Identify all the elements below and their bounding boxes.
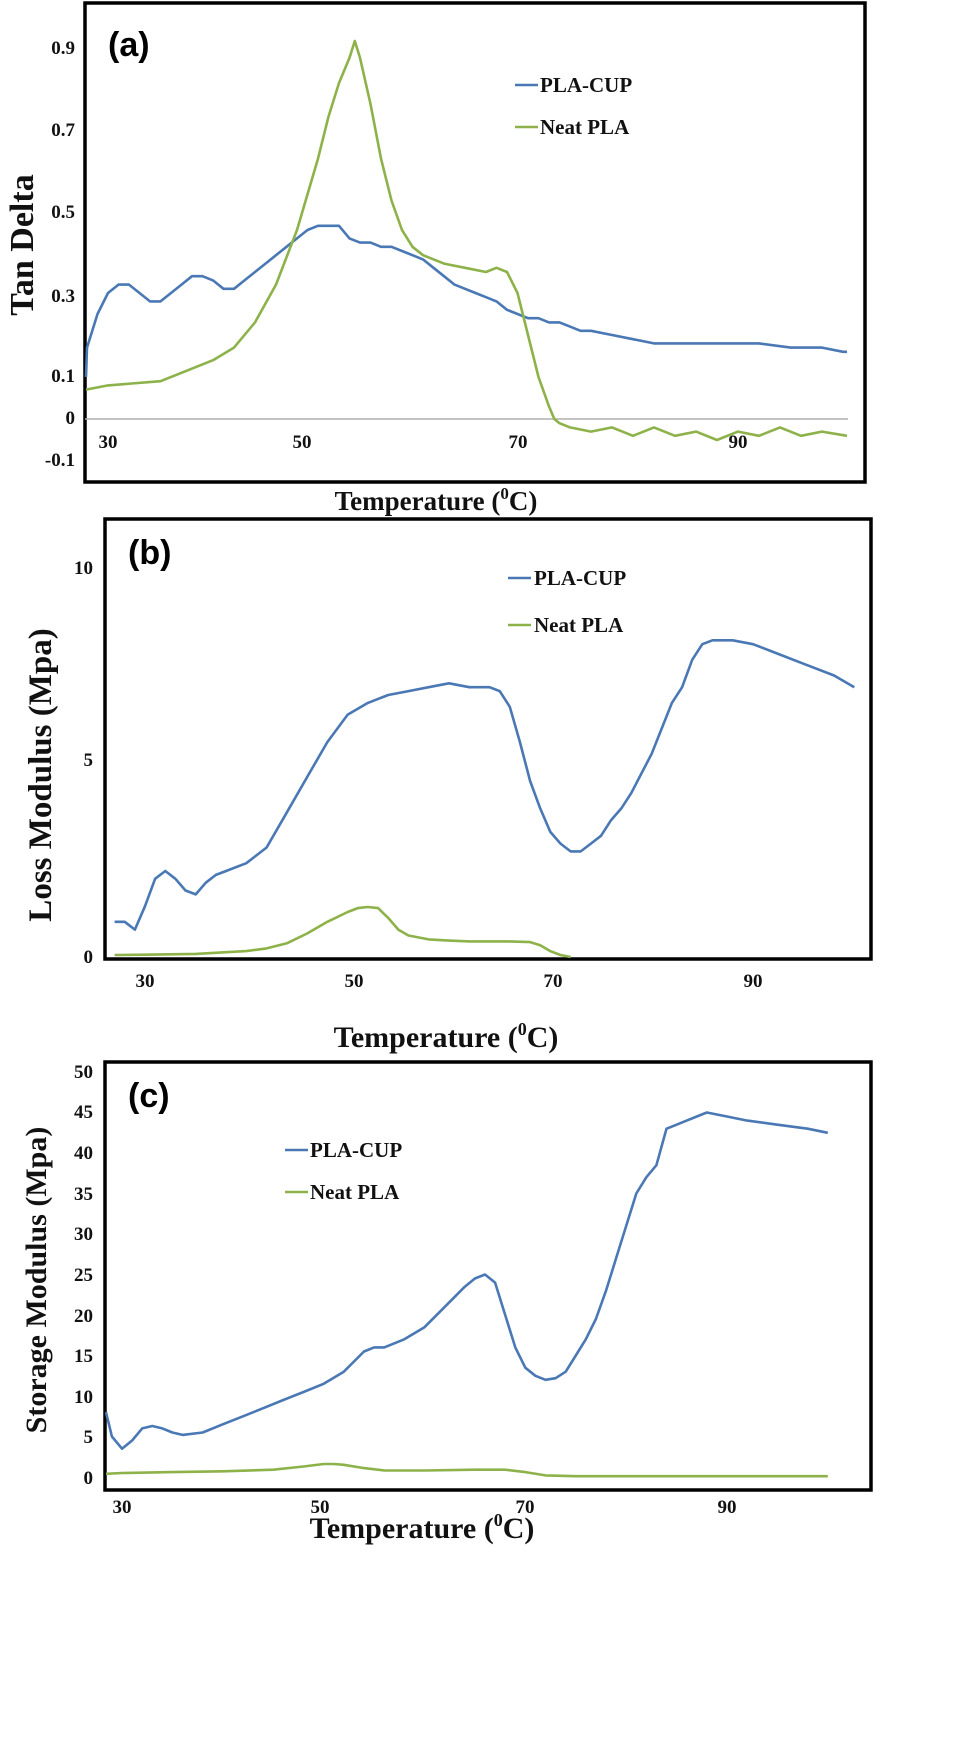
panel-a-y-axis-title: Tan Delta	[4, 174, 41, 315]
y-tick-label: 25	[74, 1265, 93, 1286]
y-tick-label: 0.3	[51, 286, 75, 307]
panel-b-x-ticks: 30 50 70 90	[136, 971, 763, 992]
x-axis-unit-superscript: 0	[518, 1019, 527, 1039]
panel-a-frame	[83, 1, 867, 484]
panel-b-plot-area	[114, 638, 855, 959]
x-tick-label: 70	[509, 432, 528, 453]
panel-c-y-ticks: 50 45 40 35 30 25 20 15 10 5 0	[74, 1062, 93, 1489]
panel-c-x-axis-title: Temperature (0C)	[310, 1510, 535, 1545]
x-axis-unit-superscript: 0	[494, 1510, 503, 1530]
y-tick-label: 0	[84, 1468, 94, 1489]
y-tick-label: 0.7	[51, 120, 75, 141]
panel-b-label: (b)	[128, 534, 171, 572]
panel-a: (a) 0.9 0.7 0.5 0.3 0.1 0 -0.1 30 50 70 …	[4, 1, 867, 516]
legend-label-neat-pla: Neat PLA	[534, 613, 624, 637]
y-tick-label: 35	[74, 1184, 93, 1205]
y-tick-label: 10	[74, 1387, 93, 1408]
x-axis-unit: C	[509, 486, 529, 516]
y-tick-label: 5	[84, 1427, 94, 1448]
x-axis-unit: C	[503, 1512, 525, 1545]
y-tick-label: 0	[66, 408, 76, 429]
y-tick-label: 50	[74, 1062, 93, 1083]
y-tick-label: 20	[74, 1306, 93, 1327]
x-tick-label: 30	[113, 1497, 132, 1518]
x-tick-label: 30	[136, 971, 155, 992]
y-tick-label: 45	[74, 1102, 93, 1123]
legend-label-neat-pla: Neat PLA	[310, 1180, 400, 1204]
panel-a-x-axis-title: Temperature (0C)	[335, 484, 538, 516]
x-tick-label: 30	[99, 432, 118, 453]
panel-c-y-axis-title: Storage Modulus (Mpa)	[20, 1127, 53, 1434]
panel-c-label: (c)	[128, 1077, 170, 1115]
x-axis-unit-superscript: 0	[500, 484, 509, 503]
x-tick-label: 50	[293, 432, 312, 453]
panel-a-legend: PLA-CUP Neat PLA	[515, 73, 632, 139]
legend-label-pla-cup: PLA-CUP	[534, 566, 626, 590]
panel-b-y-ticks: 10 5 0	[74, 558, 93, 968]
panel-c-x-ticks: 30 50 70 90	[113, 1497, 737, 1518]
panel-c-legend: PLA-CUP Neat PLA	[285, 1138, 402, 1204]
x-axis-unit: C	[527, 1021, 549, 1054]
y-tick-label: 0	[84, 947, 94, 968]
x-tick-label: 70	[516, 1497, 535, 1518]
legend-label-pla-cup: PLA-CUP	[310, 1138, 402, 1162]
x-tick-label: 90	[744, 971, 763, 992]
panel-b: (b) 10 5 0 30 50 70 90 Loss Modulus (Mpa…	[23, 517, 873, 1054]
series-line-neat-pla	[105, 1462, 828, 1478]
panel-b-y-axis-title: Loss Modulus (Mpa)	[23, 628, 59, 921]
x-tick-label: 50	[345, 971, 364, 992]
panel-a-label: (a)	[108, 26, 150, 64]
x-axis-title-text: Temperature	[310, 1512, 477, 1545]
x-axis-title-text: Temperature	[334, 1021, 501, 1054]
panel-a-y-ticks: 0.9 0.7 0.5 0.3 0.1 0 -0.1	[45, 38, 76, 471]
y-tick-label: 40	[74, 1143, 93, 1164]
x-axis-title-text: Temperature	[335, 486, 485, 516]
panel-c-frame	[103, 1060, 873, 1492]
series-line-neat-pla	[85, 39, 848, 442]
x-tick-label: 50	[311, 1497, 330, 1518]
legend-label-neat-pla: Neat PLA	[540, 115, 630, 139]
panel-c: (c) 50 45 40 35 30 25 20 15 10 5 0 30 50…	[20, 1060, 873, 1545]
series-line-pla-cup	[114, 638, 855, 931]
panel-b-legend: PLA-CUP Neat PLA	[508, 566, 626, 637]
series-line-neat-pla	[114, 905, 571, 959]
panel-a-x-ticks: 30 50 70 90	[99, 432, 748, 453]
x-tick-label: 70	[544, 971, 563, 992]
panel-b-x-axis-title: Temperature (0C)	[334, 1019, 559, 1054]
series-line-pla-cup	[84, 224, 847, 378]
y-tick-label: 0.1	[51, 366, 75, 387]
y-tick-label: 30	[74, 1224, 93, 1245]
y-tick-label: 0.9	[51, 38, 75, 59]
panel-a-plot-area	[84, 39, 848, 442]
y-tick-label: 5	[84, 750, 94, 771]
y-tick-label: 15	[74, 1346, 93, 1367]
panel-b-frame	[103, 517, 873, 961]
series-line-pla-cup	[104, 1111, 829, 1450]
legend-label-pla-cup: PLA-CUP	[540, 73, 632, 97]
y-tick-label: 10	[74, 558, 93, 579]
y-tick-label: 0.5	[51, 202, 75, 223]
x-tick-label: 90	[729, 432, 748, 453]
y-tick-label: -0.1	[45, 450, 75, 471]
panel-c-plot-area	[104, 1111, 829, 1478]
x-tick-label: 90	[718, 1497, 737, 1518]
